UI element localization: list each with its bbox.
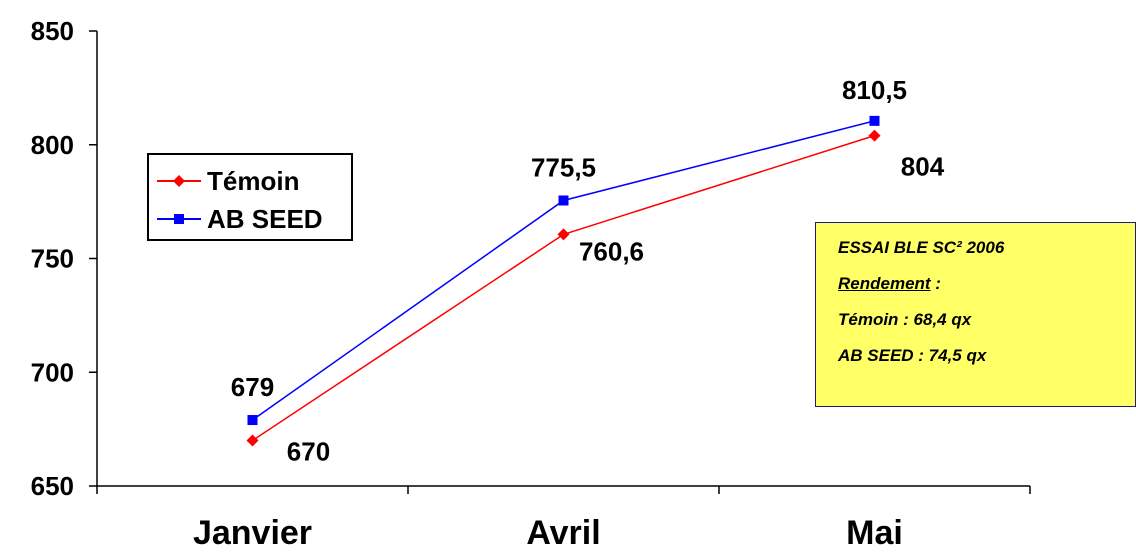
axes: [89, 30, 1031, 494]
annotation-abseed: AB SEED : 74,5 qx: [838, 346, 987, 365]
data-label: 810,5: [842, 75, 907, 105]
data-label: 670: [287, 437, 330, 467]
legend: Témoin AB SEED: [147, 153, 353, 241]
legend-temoin-marker-icon: [157, 175, 201, 187]
data-label: 775,5: [531, 152, 596, 182]
legend-abseed-marker-icon: [157, 214, 201, 224]
x-category-label: Janvier: [193, 514, 312, 552]
data-point: [246, 434, 259, 447]
data-point: [557, 228, 570, 241]
data-label: 804: [901, 152, 945, 182]
y-tick-label: 800: [31, 130, 74, 160]
annotation-temoin: Témoin : 68,4 qx: [838, 310, 972, 329]
annotation-rendement-line: Rendement :: [838, 273, 1135, 309]
data-point: [868, 129, 881, 142]
annotation-box: ESSAI BLE SC² 2006 Rendement : Témoin : …: [815, 222, 1136, 407]
x-category-label: Mai: [846, 514, 903, 552]
data-label: 679: [231, 372, 274, 402]
y-tick-label: 700: [31, 357, 74, 387]
data-point: [869, 115, 880, 126]
y-tick-label: 850: [31, 16, 74, 46]
data-label: 760,6: [579, 236, 644, 266]
data-point: [558, 195, 569, 206]
x-category-label: Avril: [526, 514, 600, 552]
legend-item-temoin: Témoin: [149, 163, 299, 199]
data-labels: 670 760,6 804 679 775,5 810,5: [231, 75, 945, 467]
legend-item-abseed: AB SEED: [149, 201, 323, 237]
y-tick-label: 750: [31, 244, 74, 274]
data-point: [247, 415, 258, 426]
series-points: [246, 115, 881, 447]
annotation-rendement: Rendement: [838, 274, 931, 293]
annotation-rendement-colon: :: [930, 274, 941, 293]
y-tick-label: 650: [31, 471, 74, 501]
legend-label-temoin: Témoin: [207, 165, 300, 196]
annotation-title: ESSAI BLE SC² 2006: [838, 238, 1005, 257]
tick-labels: 650 700 750 800 850 Janvier Avril Mai: [31, 16, 903, 552]
legend-label-abseed: AB SEED: [207, 203, 323, 234]
